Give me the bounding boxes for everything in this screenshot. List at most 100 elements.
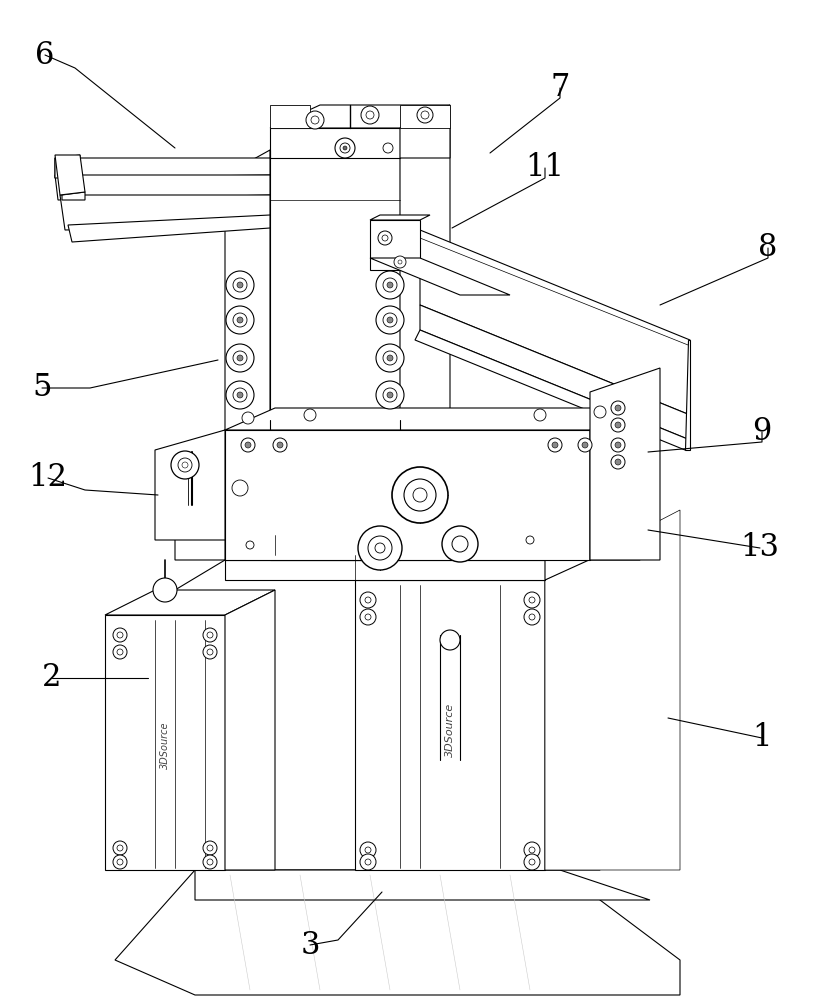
Circle shape bbox=[277, 442, 283, 448]
Circle shape bbox=[383, 278, 397, 292]
Circle shape bbox=[387, 282, 393, 288]
Polygon shape bbox=[420, 230, 690, 415]
Circle shape bbox=[365, 847, 371, 853]
Circle shape bbox=[615, 442, 621, 448]
Circle shape bbox=[226, 271, 254, 299]
Circle shape bbox=[578, 438, 592, 452]
Circle shape bbox=[226, 381, 254, 409]
Polygon shape bbox=[225, 430, 590, 560]
Polygon shape bbox=[270, 128, 450, 150]
Circle shape bbox=[361, 106, 379, 124]
Text: 3DSource: 3DSource bbox=[160, 721, 170, 769]
Circle shape bbox=[343, 146, 347, 150]
Circle shape bbox=[529, 597, 535, 603]
Circle shape bbox=[376, 306, 404, 334]
Circle shape bbox=[207, 859, 213, 865]
Circle shape bbox=[306, 111, 324, 129]
Circle shape bbox=[611, 418, 625, 432]
Polygon shape bbox=[225, 560, 545, 580]
Circle shape bbox=[611, 401, 625, 415]
Circle shape bbox=[524, 592, 540, 608]
Text: 9: 9 bbox=[752, 416, 772, 448]
Circle shape bbox=[113, 645, 127, 659]
Circle shape bbox=[365, 614, 371, 620]
Circle shape bbox=[241, 438, 255, 452]
Polygon shape bbox=[225, 535, 600, 560]
Circle shape bbox=[440, 630, 460, 650]
Circle shape bbox=[615, 422, 621, 428]
Circle shape bbox=[524, 842, 540, 858]
Circle shape bbox=[368, 536, 392, 560]
Circle shape bbox=[203, 841, 217, 855]
Circle shape bbox=[304, 409, 316, 421]
Circle shape bbox=[382, 235, 388, 241]
Polygon shape bbox=[370, 215, 430, 220]
Circle shape bbox=[117, 649, 123, 655]
Circle shape bbox=[366, 111, 374, 119]
Circle shape bbox=[237, 392, 243, 398]
Circle shape bbox=[360, 609, 376, 625]
Circle shape bbox=[233, 278, 247, 292]
Circle shape bbox=[548, 438, 562, 452]
Circle shape bbox=[360, 842, 376, 858]
Polygon shape bbox=[175, 430, 225, 560]
Circle shape bbox=[226, 306, 254, 334]
Circle shape bbox=[113, 841, 127, 855]
Circle shape bbox=[421, 111, 429, 119]
Circle shape bbox=[524, 854, 540, 870]
Text: 1: 1 bbox=[752, 722, 772, 754]
Polygon shape bbox=[420, 305, 690, 440]
Polygon shape bbox=[155, 430, 225, 540]
Circle shape bbox=[311, 116, 319, 124]
Circle shape bbox=[611, 438, 625, 452]
Circle shape bbox=[452, 536, 468, 552]
Text: 3: 3 bbox=[300, 930, 319, 960]
Circle shape bbox=[203, 645, 217, 659]
Circle shape bbox=[360, 854, 376, 870]
Circle shape bbox=[117, 632, 123, 638]
Circle shape bbox=[383, 388, 397, 402]
Circle shape bbox=[582, 442, 588, 448]
Polygon shape bbox=[545, 535, 600, 580]
Circle shape bbox=[594, 406, 606, 418]
Circle shape bbox=[442, 526, 478, 562]
Circle shape bbox=[207, 649, 213, 655]
Circle shape bbox=[171, 451, 199, 479]
Polygon shape bbox=[270, 105, 450, 128]
Circle shape bbox=[398, 260, 402, 264]
Circle shape bbox=[113, 628, 127, 642]
Text: 3DSource: 3DSource bbox=[445, 703, 455, 757]
Circle shape bbox=[232, 480, 248, 496]
Circle shape bbox=[376, 381, 404, 409]
Circle shape bbox=[207, 632, 213, 638]
Polygon shape bbox=[370, 258, 510, 295]
Text: 8: 8 bbox=[758, 232, 777, 263]
Circle shape bbox=[237, 355, 243, 361]
Circle shape bbox=[233, 351, 247, 365]
Circle shape bbox=[233, 388, 247, 402]
Polygon shape bbox=[55, 158, 270, 178]
Polygon shape bbox=[68, 215, 270, 242]
Circle shape bbox=[113, 855, 127, 869]
Circle shape bbox=[413, 488, 427, 502]
Text: 6: 6 bbox=[35, 39, 54, 70]
Polygon shape bbox=[270, 105, 310, 128]
Circle shape bbox=[526, 536, 534, 544]
Circle shape bbox=[365, 597, 371, 603]
Circle shape bbox=[203, 628, 217, 642]
Circle shape bbox=[182, 462, 188, 468]
Polygon shape bbox=[105, 590, 275, 615]
Polygon shape bbox=[270, 150, 400, 560]
Circle shape bbox=[375, 543, 385, 553]
Circle shape bbox=[242, 412, 254, 424]
Polygon shape bbox=[400, 128, 450, 560]
Circle shape bbox=[383, 351, 397, 365]
Polygon shape bbox=[590, 408, 640, 560]
Circle shape bbox=[611, 455, 625, 469]
Polygon shape bbox=[400, 105, 450, 128]
Circle shape bbox=[529, 859, 535, 865]
Text: 13: 13 bbox=[741, 532, 779, 564]
Text: 11: 11 bbox=[526, 152, 564, 184]
Polygon shape bbox=[355, 580, 545, 870]
Circle shape bbox=[153, 578, 177, 602]
